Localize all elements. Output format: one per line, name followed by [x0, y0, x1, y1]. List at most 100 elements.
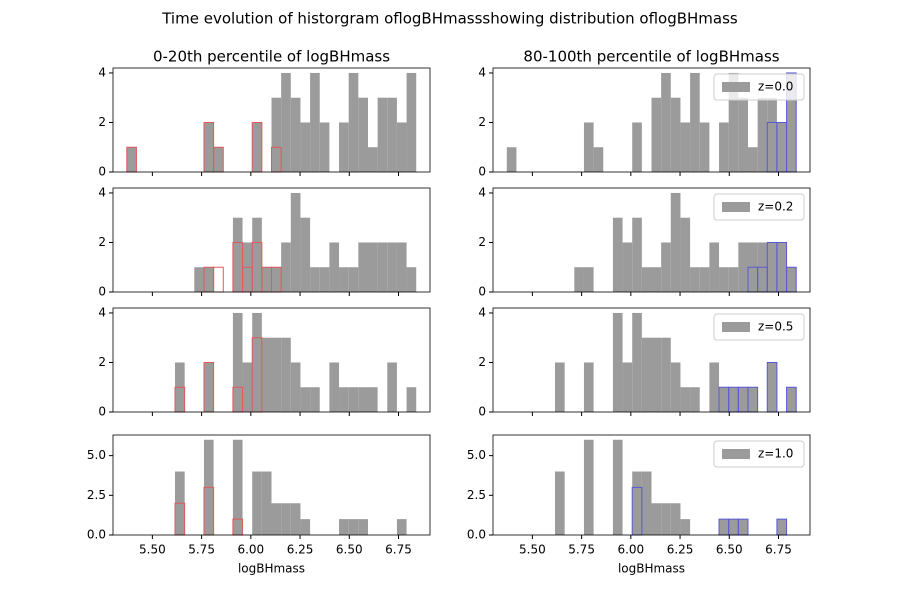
- x-tick-label: 6.00: [617, 543, 644, 557]
- hist-bar: [680, 519, 691, 535]
- hist-bar: [670, 362, 681, 412]
- hist-bar: [670, 192, 681, 292]
- hist-bar: [555, 362, 565, 412]
- x-tick-label: 6.50: [716, 543, 743, 557]
- axes-frame: [492, 307, 811, 413]
- hist-bar: [271, 267, 282, 292]
- legend-label: z=1.0: [758, 447, 793, 461]
- legend-box: [713, 440, 805, 468]
- hist-bar: [213, 147, 224, 172]
- hist-bar: [271, 97, 282, 172]
- y-tick-label: 4: [478, 305, 486, 319]
- hist-bar: [387, 362, 397, 412]
- hist-bar: [728, 519, 739, 535]
- hist-bar: [300, 519, 311, 535]
- legend-swatch: [722, 322, 750, 332]
- hist-bar: [776, 519, 787, 535]
- hist-bar: [651, 337, 662, 412]
- hist-bar: [583, 362, 594, 412]
- hist-bar: [738, 242, 748, 292]
- y-tick-label: 4: [478, 185, 486, 199]
- x-tick-label: 5.75: [188, 543, 215, 557]
- x-axis-label: logBHmass: [238, 562, 305, 576]
- hist-bar: [767, 242, 777, 292]
- hist-bar: [126, 147, 137, 172]
- legend-swatch: [722, 449, 750, 459]
- hist-bar: [776, 122, 787, 172]
- hist-bar: [300, 387, 311, 412]
- y-tick-label: 0: [478, 165, 486, 179]
- hist-bar: [252, 471, 262, 535]
- y-tick-label: 2: [98, 235, 106, 249]
- hist-bar: [261, 337, 272, 412]
- legend-box: [713, 313, 805, 341]
- hist-bar: [329, 242, 340, 292]
- hist-bar: [738, 519, 748, 535]
- hist-bar: [612, 312, 623, 412]
- axes-frame: [492, 67, 811, 173]
- hist-bar: [367, 387, 378, 412]
- axes-frame: [112, 187, 431, 293]
- hist-bar: [680, 217, 691, 292]
- hist-bar: [377, 242, 388, 292]
- hist-bar: [290, 362, 301, 412]
- hist-bar: [290, 192, 301, 292]
- hist-bar: [641, 337, 652, 412]
- hist-bar: [690, 267, 700, 292]
- hist-bar: [281, 337, 291, 412]
- hist-bar: [396, 242, 407, 292]
- axes-frame: [492, 187, 811, 293]
- hist-bar: [348, 72, 359, 172]
- y-tick-label: 5.0: [467, 448, 486, 462]
- x-tick-label: 6.25: [287, 543, 314, 557]
- hist-bar: [281, 242, 291, 292]
- x-axis-label: logBHmass: [618, 562, 685, 576]
- hist-bar: [622, 242, 633, 292]
- hist-bar: [641, 267, 652, 292]
- hist-bar: [690, 387, 700, 412]
- hist-bar: [767, 97, 777, 172]
- hist-bar: [699, 122, 710, 172]
- hist-bar: [719, 267, 729, 292]
- y-tick-label: 2.5: [467, 488, 486, 502]
- hist-bar: [377, 97, 388, 172]
- hist-bar: [747, 387, 758, 412]
- legend-label: z=0.5: [758, 320, 793, 334]
- hist-bar: [387, 242, 397, 292]
- hist-bar: [728, 72, 739, 172]
- legend-swatch: [722, 202, 750, 212]
- hist-step: [213, 266, 224, 293]
- legend-box: [713, 193, 805, 221]
- hist-bar: [406, 267, 417, 292]
- hist-bar: [680, 387, 691, 412]
- hist-bar: [339, 267, 349, 292]
- hist-bar: [583, 267, 594, 292]
- legend-box: [713, 73, 805, 101]
- hist-bar: [632, 471, 642, 535]
- hist-bar: [728, 387, 739, 412]
- hist-bar: [661, 242, 671, 292]
- hist-bar: [339, 387, 349, 412]
- y-tick-label: 0.0: [467, 528, 486, 542]
- y-tick-label: 4: [98, 65, 106, 79]
- hist-bar: [261, 471, 272, 535]
- hist-bar: [583, 439, 594, 535]
- x-tick-label: 5.50: [139, 543, 166, 557]
- x-tick-label: 6.50: [336, 543, 363, 557]
- hist-bar: [670, 97, 681, 172]
- hist-bar: [583, 122, 594, 172]
- hist-bar: [555, 471, 565, 535]
- y-tick-label: 4: [98, 305, 106, 319]
- hist-bar: [786, 267, 797, 292]
- hist-bar: [719, 519, 729, 535]
- y-tick-label: 4: [478, 65, 486, 79]
- hist-bar: [690, 72, 700, 172]
- hist-bar: [709, 362, 720, 412]
- hist-bar: [641, 471, 652, 535]
- x-tick-label: 6.75: [385, 543, 412, 557]
- hist-bar: [348, 519, 359, 535]
- hist-bar: [661, 503, 671, 535]
- hist-bar: [396, 519, 407, 535]
- x-tick-label: 6.00: [237, 543, 264, 557]
